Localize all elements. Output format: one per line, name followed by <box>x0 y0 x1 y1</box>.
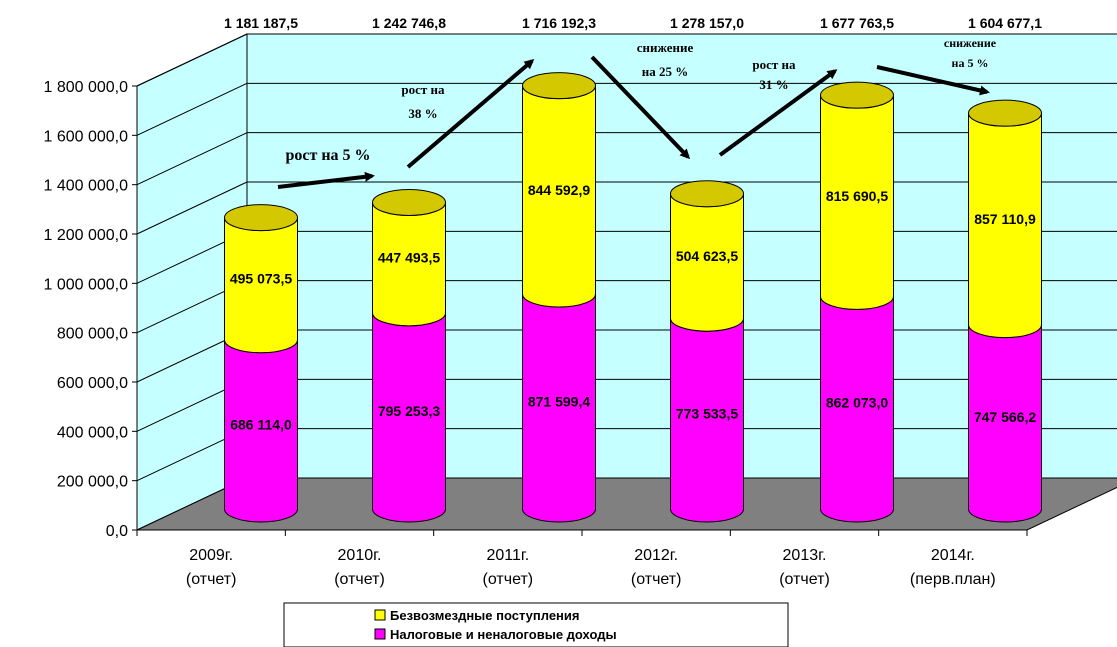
x-category-label: 2011г. <box>486 547 529 564</box>
bar-top-cap <box>522 72 596 100</box>
data-label-grants: 504 623,5 <box>676 248 738 264</box>
annotation-label: рост на <box>752 57 796 72</box>
legend-swatch <box>374 628 386 640</box>
trend-arrow <box>590 55 691 160</box>
x-category-label: (отчет) <box>334 571 385 588</box>
x-category-label: (отчет) <box>483 571 534 588</box>
y-tick-label: 1 200 000,0 <box>43 227 128 244</box>
annotation-label: снижение <box>944 36 997 50</box>
x-category-label: 2014г. <box>931 547 975 564</box>
legend-box <box>283 602 789 647</box>
x-category-label: (отчет) <box>631 571 682 588</box>
trend-arrow <box>876 65 990 96</box>
data-label-grants: 447 493,5 <box>378 250 440 266</box>
data-label-grants: 815 690,5 <box>826 188 888 204</box>
data-label-tax: 862 073,0 <box>826 395 888 411</box>
x-category-label: (отчет) <box>186 571 237 588</box>
annotation-label: на 25 % <box>642 64 689 79</box>
y-tick-label: 1 800 000,0 <box>43 79 128 96</box>
data-label-tax: 871 599,4 <box>528 394 590 410</box>
bar-top-cap <box>670 180 744 208</box>
trend-arrow <box>406 59 535 169</box>
legend-swatch <box>374 609 386 621</box>
y-tick-label: 1 000 000,0 <box>43 276 128 293</box>
trend-arrow <box>718 69 838 157</box>
y-tick-label: 800 000,0 <box>57 326 128 343</box>
annotation-label: рост на <box>401 82 445 97</box>
x-category-label: 2010г. <box>338 547 382 564</box>
data-label-grants: 857 110,9 <box>974 211 1036 227</box>
y-tick-label: 200 000,0 <box>57 474 128 491</box>
total-label: 1 604 677,1 <box>968 15 1042 31</box>
total-label: 1 181 187,5 <box>224 15 298 31</box>
x-category-label: 2013г. <box>783 547 827 564</box>
legend-label: Безвозмездные поступления <box>390 608 580 623</box>
y-tick-label: 600 000,0 <box>57 375 128 392</box>
y-tick-label: 0,0 <box>106 523 128 540</box>
data-label-grants: 844 592,9 <box>528 182 590 198</box>
gridline <box>136 82 248 136</box>
annotation-label: рост на 5 % <box>285 147 370 164</box>
gridline <box>136 181 248 235</box>
annotation-label: 31 % <box>759 77 788 92</box>
data-label-tax: 795 253,3 <box>378 403 440 419</box>
total-label: 1 677 763,5 <box>820 15 894 31</box>
bar-top-cap <box>372 188 446 216</box>
gridline <box>136 132 248 186</box>
bar-top-cap <box>224 204 298 232</box>
legend-label: Налоговые и неналоговые доходы <box>390 627 617 642</box>
y-tick-label: 1 400 000,0 <box>43 178 128 195</box>
bar-top-cap <box>820 81 894 109</box>
annotation-label: 38 % <box>408 106 437 121</box>
trend-arrow <box>277 171 375 189</box>
x-category-label: (отчет) <box>779 571 830 588</box>
bar-top-cap <box>968 99 1042 127</box>
x-category-label: 2012г. <box>634 547 678 564</box>
y-tick-label: 400 000,0 <box>57 424 128 441</box>
annotation-label: снижение <box>637 40 694 55</box>
total-label: 1 716 192,3 <box>522 15 596 31</box>
total-label: 1 278 157,0 <box>670 15 744 31</box>
x-category-label: 2009г. <box>189 547 233 564</box>
data-label-tax: 747 566,2 <box>974 409 1036 425</box>
data-label-tax: 773 533,5 <box>676 406 738 422</box>
data-label-grants: 495 073,5 <box>230 271 292 287</box>
total-label: 1 242 746,8 <box>372 15 446 31</box>
x-category-label: (перв.план) <box>910 571 996 588</box>
data-label-tax: 686 114,0 <box>230 416 292 432</box>
gridline <box>136 33 248 87</box>
annotation-label: на 5 % <box>952 56 989 70</box>
y-tick-label: 1 600 000,0 <box>43 128 128 145</box>
